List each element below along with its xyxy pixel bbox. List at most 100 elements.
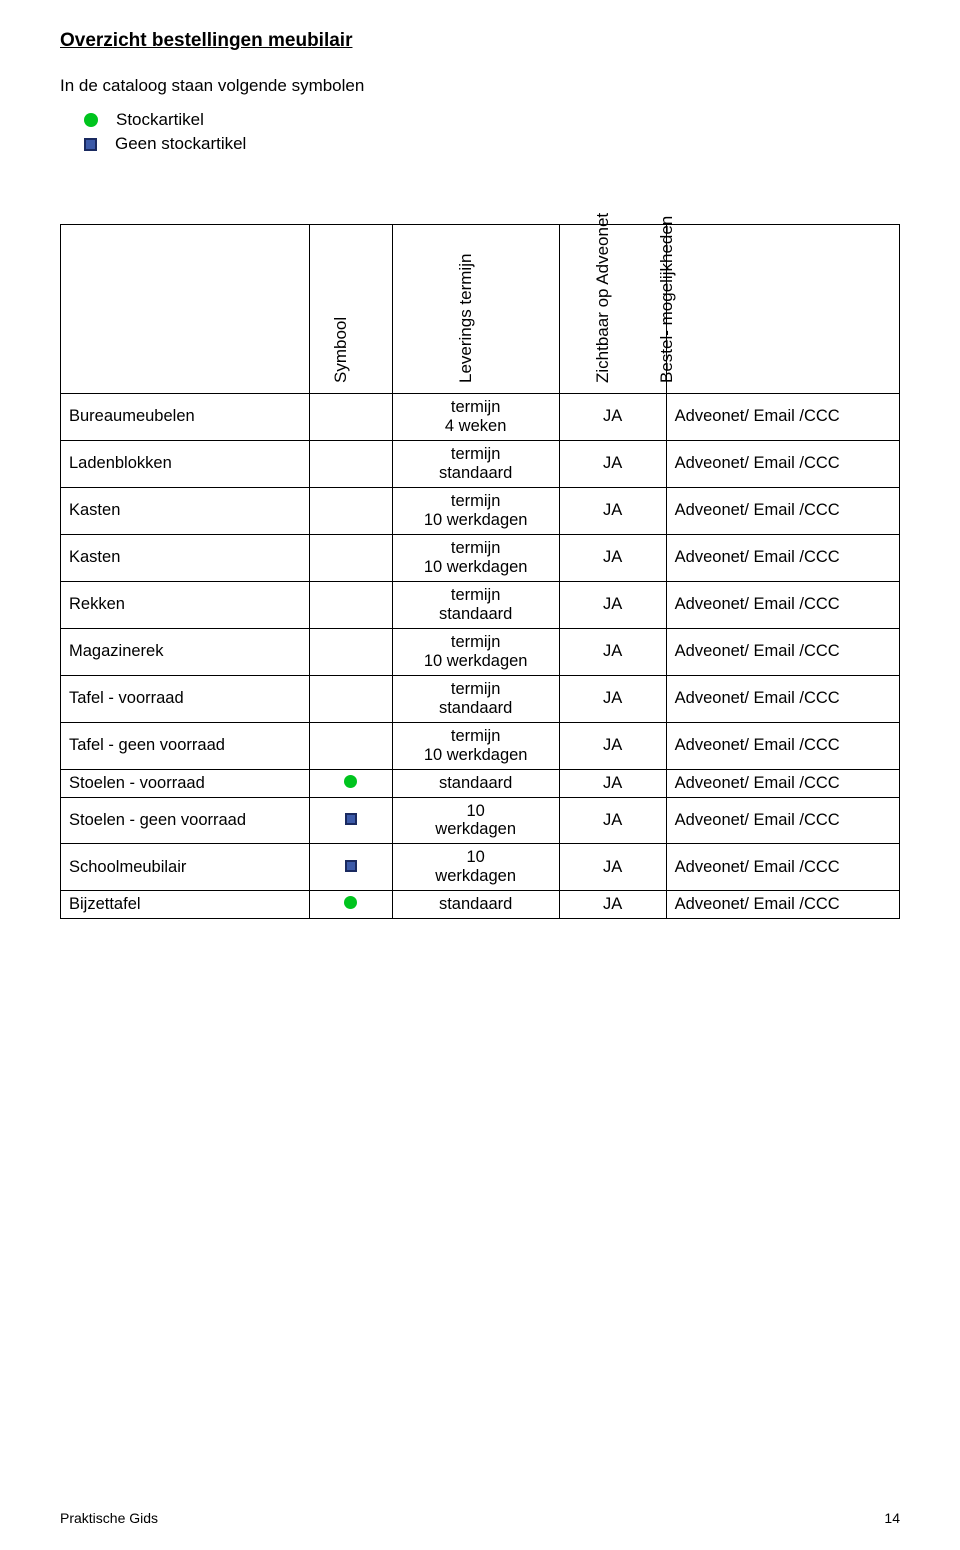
row-zichtbaar: JA bbox=[559, 769, 666, 797]
row-zichtbaar: JA bbox=[559, 628, 666, 675]
green-dot-icon bbox=[344, 775, 357, 788]
row-bestelmogelijkheden: Adveonet/ Email /CCC bbox=[666, 440, 899, 487]
row-levering: termijn10 werkdagen bbox=[392, 628, 559, 675]
row-bestelmogelijkheden: Adveonet/ Email /CCC bbox=[666, 675, 899, 722]
page-title: Overzicht bestellingen meubilair bbox=[60, 30, 900, 52]
row-levering: standaard bbox=[392, 891, 559, 919]
lever-line1: 10 bbox=[401, 848, 551, 867]
row-zichtbaar: JA bbox=[559, 891, 666, 919]
header-leverings: Leverings termijn bbox=[392, 225, 559, 394]
lever-line1: termijn bbox=[401, 492, 551, 511]
row-symbol bbox=[309, 534, 392, 581]
row-levering: standaard bbox=[392, 769, 559, 797]
row-name: Kasten bbox=[61, 487, 310, 534]
row-levering: 10werkdagen bbox=[392, 844, 559, 891]
lever-line1: termijn bbox=[401, 539, 551, 558]
table-row: LadenblokkentermijnstandaardJAAdveonet/ … bbox=[61, 440, 900, 487]
row-symbol bbox=[309, 628, 392, 675]
row-levering: 10werkdagen bbox=[392, 797, 559, 844]
lever-line1: 10 bbox=[401, 802, 551, 821]
row-symbol bbox=[309, 769, 392, 797]
lever-line2: standaard bbox=[401, 605, 551, 624]
row-name: Rekken bbox=[61, 581, 310, 628]
row-symbol bbox=[309, 487, 392, 534]
lever-line1: termijn bbox=[401, 633, 551, 652]
blue-square-icon bbox=[84, 138, 97, 151]
header-label: Zichtbaar op Adveonet bbox=[593, 213, 613, 383]
row-name: Ladenblokken bbox=[61, 440, 310, 487]
lever-line1: termijn bbox=[401, 586, 551, 605]
row-name: Magazinerek bbox=[61, 628, 310, 675]
row-zichtbaar: JA bbox=[559, 440, 666, 487]
table-row: Magazinerektermijn10 werkdagenJAAdveonet… bbox=[61, 628, 900, 675]
row-levering: termijnstandaard bbox=[392, 440, 559, 487]
row-zichtbaar: JA bbox=[559, 581, 666, 628]
table-row: Bijzettafel standaardJAAdveonet/ Email /C… bbox=[61, 891, 900, 919]
lever-line2: standaard bbox=[401, 464, 551, 483]
legend-label: Stockartikel bbox=[116, 110, 204, 130]
lever-line2: 10 werkdagen bbox=[401, 558, 551, 577]
blue-square-icon bbox=[345, 860, 357, 872]
row-bestelmogelijkheden: Adveonet/ Email /CCC bbox=[666, 844, 899, 891]
row-zichtbaar: JA bbox=[559, 844, 666, 891]
header-empty bbox=[61, 225, 310, 394]
row-symbol bbox=[309, 891, 392, 919]
green-dot-icon bbox=[84, 113, 98, 127]
table-row: Schoolmeubilair 10werkdagenJAAdveonet/ Em… bbox=[61, 844, 900, 891]
table-row: Stoelen - voorraad standaardJAAdveonet/ E… bbox=[61, 769, 900, 797]
row-symbol bbox=[309, 581, 392, 628]
row-zichtbaar: JA bbox=[559, 394, 666, 441]
row-zichtbaar: JA bbox=[559, 722, 666, 769]
lever-line1: termijn bbox=[401, 727, 551, 746]
blue-square-icon bbox=[345, 813, 357, 825]
lever-line2: werkdagen bbox=[401, 820, 551, 839]
lever-line2: 10 werkdagen bbox=[401, 511, 551, 530]
header-zichtbaar: Zichtbaar op Adveonet bbox=[559, 225, 666, 394]
row-levering: termijn10 werkdagen bbox=[392, 534, 559, 581]
row-bestelmogelijkheden: Adveonet/ Email /CCC bbox=[666, 581, 899, 628]
table-row: Kastentermijn10 werkdagenJAAdveonet/ Ema… bbox=[61, 487, 900, 534]
table-body: Bureaumeubelentermijn4 wekenJAAdveonet/ … bbox=[61, 394, 900, 919]
legend-row-geen-stockartikel: Geen stockartikel bbox=[84, 134, 900, 154]
row-name: Bijzettafel bbox=[61, 891, 310, 919]
row-bestelmogelijkheden: Adveonet/ Email /CCC bbox=[666, 487, 899, 534]
intro-text: In de cataloog staan volgende symbolen bbox=[60, 76, 900, 96]
row-name: Kasten bbox=[61, 534, 310, 581]
row-levering: termijnstandaard bbox=[392, 675, 559, 722]
row-zichtbaar: JA bbox=[559, 534, 666, 581]
legend-label: Geen stockartikel bbox=[115, 134, 246, 154]
header-bestel: Bestel- mogelijkheden bbox=[666, 225, 899, 394]
table-row: Tafel - geen voorraadtermijn10 werkdagen… bbox=[61, 722, 900, 769]
header-label: Leverings termijn bbox=[456, 254, 476, 383]
row-bestelmogelijkheden: Adveonet/ Email /CCC bbox=[666, 769, 899, 797]
row-zichtbaar: JA bbox=[559, 675, 666, 722]
row-name: Tafel - voorraad bbox=[61, 675, 310, 722]
header-label: Symbool bbox=[331, 317, 351, 383]
lever-line1: termijn bbox=[401, 680, 551, 699]
row-zichtbaar: JA bbox=[559, 487, 666, 534]
footer-right: 14 bbox=[884, 1510, 900, 1526]
row-symbol bbox=[309, 440, 392, 487]
page-footer: Praktische Gids 14 bbox=[60, 1510, 900, 1526]
lever-line1: termijn bbox=[401, 398, 551, 417]
table-row: Stoelen - geen voorraad10werkdagenJAAdve… bbox=[61, 797, 900, 844]
row-levering: termijn10 werkdagen bbox=[392, 722, 559, 769]
page: Overzicht bestellingen meubilair In de c… bbox=[0, 0, 960, 1550]
row-bestelmogelijkheden: Adveonet/ Email /CCC bbox=[666, 722, 899, 769]
lever-line2: 10 werkdagen bbox=[401, 652, 551, 671]
row-levering: termijn10 werkdagen bbox=[392, 487, 559, 534]
row-bestelmogelijkheden: Adveonet/ Email /CCC bbox=[666, 628, 899, 675]
table-header-row: Symbool Leverings termijn Zichtbaar op A… bbox=[61, 225, 900, 394]
header-label: Bestel- mogelijkheden bbox=[657, 216, 677, 383]
row-levering: termijn4 weken bbox=[392, 394, 559, 441]
green-dot-icon bbox=[344, 896, 357, 909]
row-name: Stoelen - voorraad bbox=[61, 769, 310, 797]
table-row: Kastentermijn10 werkdagenJAAdveonet/ Ema… bbox=[61, 534, 900, 581]
row-name: Schoolmeubilair bbox=[61, 844, 310, 891]
row-name: Bureaumeubelen bbox=[61, 394, 310, 441]
row-bestelmogelijkheden: Adveonet/ Email /CCC bbox=[666, 891, 899, 919]
row-symbol bbox=[309, 675, 392, 722]
lever-line1: termijn bbox=[401, 445, 551, 464]
legend-row-stockartikel: Stockartikel bbox=[84, 110, 900, 130]
lever-line2: 4 weken bbox=[401, 417, 551, 436]
